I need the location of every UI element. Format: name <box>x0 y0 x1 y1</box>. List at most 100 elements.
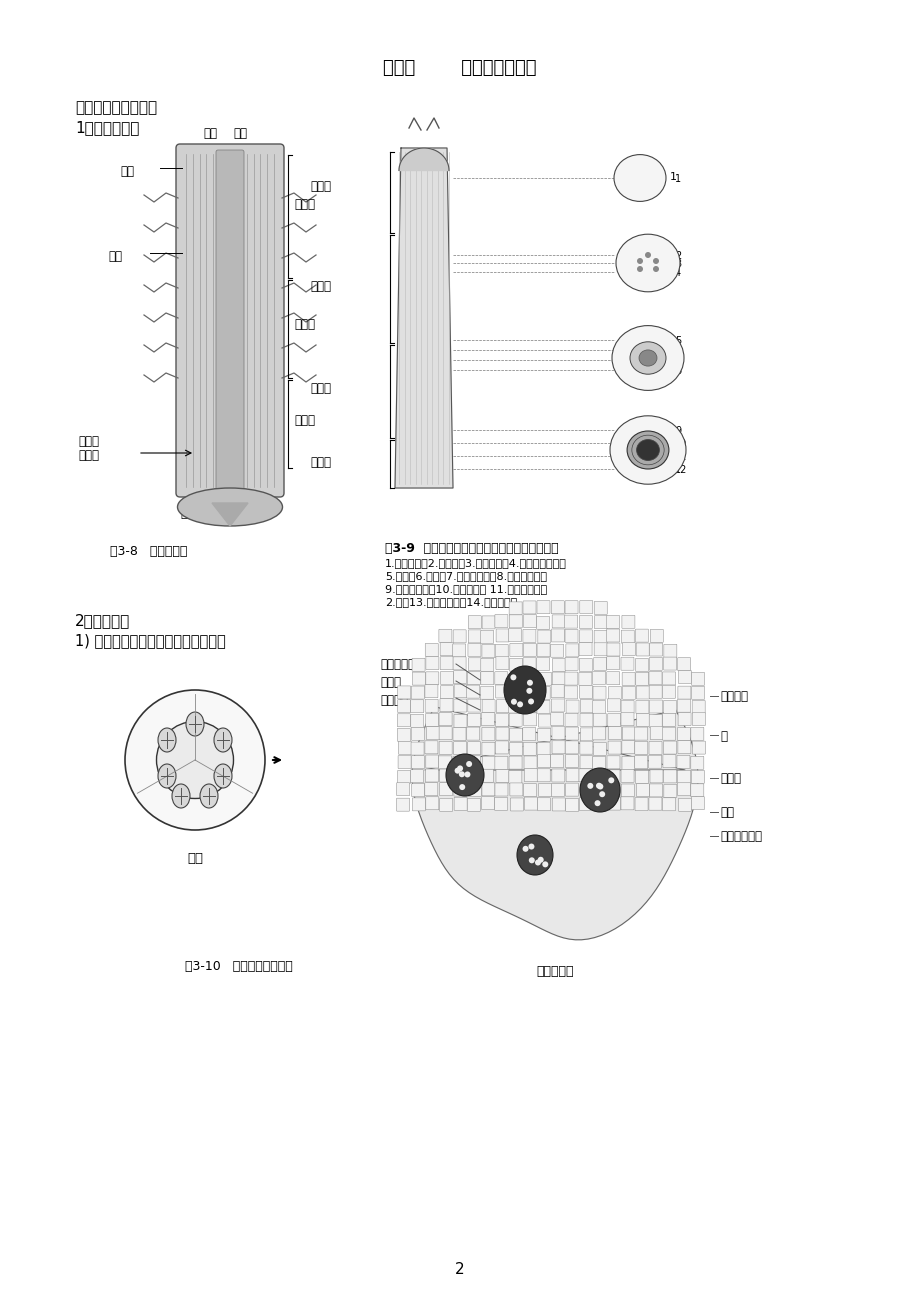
Text: 图3-9  茎尖的纵切面和不同部位上横切面的图解: 图3-9 茎尖的纵切面和不同部位上横切面的图解 <box>384 542 558 555</box>
FancyBboxPatch shape <box>536 658 549 671</box>
Text: 2、初生结构: 2、初生结构 <box>75 613 130 628</box>
FancyBboxPatch shape <box>412 798 425 811</box>
Circle shape <box>459 784 465 790</box>
Ellipse shape <box>186 712 204 736</box>
FancyBboxPatch shape <box>480 769 493 783</box>
FancyBboxPatch shape <box>677 712 690 725</box>
FancyBboxPatch shape <box>579 659 592 672</box>
FancyBboxPatch shape <box>425 755 438 768</box>
Circle shape <box>652 266 658 272</box>
FancyBboxPatch shape <box>523 615 536 628</box>
FancyBboxPatch shape <box>564 672 577 685</box>
FancyBboxPatch shape <box>467 713 481 727</box>
FancyBboxPatch shape <box>580 728 593 741</box>
Circle shape <box>541 862 548 867</box>
FancyBboxPatch shape <box>565 798 578 811</box>
FancyBboxPatch shape <box>636 686 649 699</box>
FancyBboxPatch shape <box>494 741 507 754</box>
FancyBboxPatch shape <box>508 771 521 784</box>
FancyBboxPatch shape <box>579 741 592 754</box>
FancyBboxPatch shape <box>425 643 437 656</box>
Text: 11: 11 <box>675 452 686 462</box>
FancyBboxPatch shape <box>663 700 675 713</box>
FancyBboxPatch shape <box>550 644 563 658</box>
Text: （一）正常解剖结构: （一）正常解剖结构 <box>75 100 157 115</box>
FancyBboxPatch shape <box>412 672 425 685</box>
Circle shape <box>534 859 540 866</box>
FancyBboxPatch shape <box>410 769 423 783</box>
FancyBboxPatch shape <box>621 672 634 685</box>
Circle shape <box>526 687 532 694</box>
FancyBboxPatch shape <box>691 672 704 685</box>
FancyBboxPatch shape <box>397 686 410 699</box>
FancyBboxPatch shape <box>524 756 537 769</box>
FancyBboxPatch shape <box>551 672 564 685</box>
FancyBboxPatch shape <box>594 630 607 643</box>
FancyBboxPatch shape <box>509 728 522 741</box>
FancyBboxPatch shape <box>690 784 703 797</box>
Circle shape <box>516 702 523 707</box>
FancyBboxPatch shape <box>425 797 438 810</box>
FancyBboxPatch shape <box>425 783 437 796</box>
FancyBboxPatch shape <box>495 685 508 698</box>
Circle shape <box>510 699 516 704</box>
FancyBboxPatch shape <box>649 700 662 713</box>
FancyBboxPatch shape <box>509 643 522 656</box>
FancyBboxPatch shape <box>648 755 661 768</box>
Ellipse shape <box>639 350 656 366</box>
FancyBboxPatch shape <box>564 741 578 754</box>
FancyBboxPatch shape <box>594 769 607 783</box>
FancyBboxPatch shape <box>578 768 591 781</box>
FancyBboxPatch shape <box>410 699 424 712</box>
FancyBboxPatch shape <box>536 616 549 629</box>
Text: 分生区: 分生区 <box>310 180 331 193</box>
Text: 细胞结构图: 细胞结构图 <box>536 965 573 978</box>
FancyBboxPatch shape <box>538 728 550 741</box>
FancyBboxPatch shape <box>439 769 452 783</box>
FancyBboxPatch shape <box>452 658 466 669</box>
FancyBboxPatch shape <box>664 784 676 797</box>
FancyBboxPatch shape <box>649 784 662 797</box>
FancyBboxPatch shape <box>468 630 481 643</box>
FancyBboxPatch shape <box>523 699 537 712</box>
FancyBboxPatch shape <box>482 783 494 796</box>
FancyBboxPatch shape <box>495 629 508 642</box>
FancyBboxPatch shape <box>425 713 438 727</box>
FancyBboxPatch shape <box>494 615 507 628</box>
Text: 形成层: 形成层 <box>380 676 401 689</box>
FancyBboxPatch shape <box>579 616 592 629</box>
FancyBboxPatch shape <box>564 658 577 671</box>
FancyBboxPatch shape <box>676 699 690 712</box>
Circle shape <box>586 783 593 789</box>
Circle shape <box>528 857 534 863</box>
FancyBboxPatch shape <box>648 672 662 685</box>
FancyBboxPatch shape <box>452 644 465 658</box>
Circle shape <box>156 721 233 798</box>
FancyBboxPatch shape <box>396 783 409 796</box>
FancyBboxPatch shape <box>550 629 564 642</box>
FancyBboxPatch shape <box>550 600 563 613</box>
Circle shape <box>596 783 601 789</box>
FancyBboxPatch shape <box>551 769 564 783</box>
Circle shape <box>537 857 543 863</box>
FancyBboxPatch shape <box>439 783 452 796</box>
Circle shape <box>596 784 603 789</box>
FancyBboxPatch shape <box>607 656 619 669</box>
FancyBboxPatch shape <box>509 685 522 698</box>
FancyBboxPatch shape <box>495 656 508 669</box>
FancyBboxPatch shape <box>607 769 619 783</box>
FancyBboxPatch shape <box>662 713 675 727</box>
Ellipse shape <box>579 768 619 812</box>
Text: 髓射线: 髓射线 <box>720 772 740 785</box>
FancyBboxPatch shape <box>635 700 648 713</box>
Text: 中柱: 中柱 <box>233 128 246 141</box>
Ellipse shape <box>611 326 683 391</box>
Text: 生组织: 生组织 <box>78 449 99 462</box>
FancyBboxPatch shape <box>565 700 578 713</box>
FancyBboxPatch shape <box>468 699 481 712</box>
FancyBboxPatch shape <box>452 756 465 769</box>
Circle shape <box>607 777 614 784</box>
Ellipse shape <box>613 155 665 202</box>
FancyBboxPatch shape <box>467 755 480 768</box>
Text: 分生区: 分生区 <box>294 414 314 427</box>
